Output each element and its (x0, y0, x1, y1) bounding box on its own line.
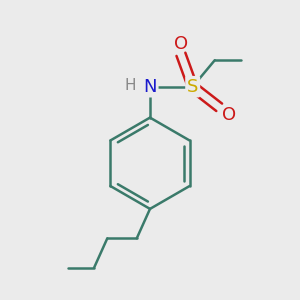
Text: S: S (187, 78, 198, 96)
Text: O: O (222, 106, 237, 124)
Text: O: O (174, 35, 188, 53)
Text: H: H (124, 78, 136, 93)
Text: N: N (143, 78, 157, 96)
